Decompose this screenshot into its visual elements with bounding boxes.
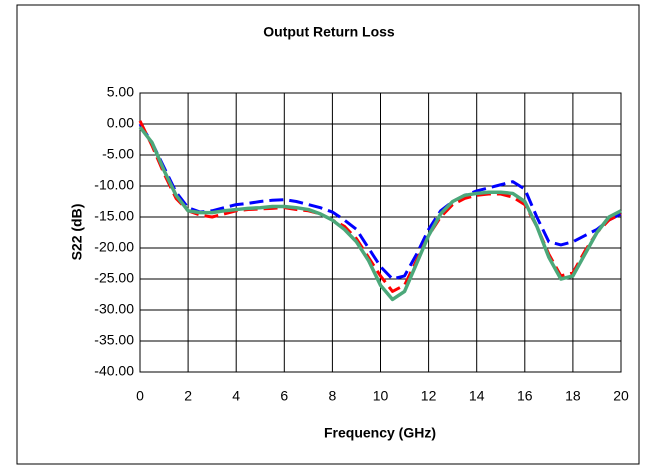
chart-title: Output Return Loss [263, 24, 395, 40]
chart-frame [16, 4, 640, 465]
y-tick-label: -20.00 [94, 239, 134, 255]
y-tick-label: -10.00 [94, 177, 134, 193]
x-tick-label: 8 [329, 388, 337, 404]
y-tick-label: -40.00 [94, 363, 134, 379]
y-tick-label: -35.00 [94, 332, 134, 348]
x-tick-label: 18 [565, 388, 581, 404]
series-line [138, 126, 622, 302]
y-axis-label: S22 (dB) [69, 204, 85, 261]
x-tick-label: 10 [373, 388, 389, 404]
x-tick-label: 16 [517, 388, 533, 404]
y-tick-label: -5.00 [102, 146, 134, 162]
y-tick-label: 0.00 [107, 115, 134, 131]
series-line [138, 123, 622, 281]
x-tick-label: 12 [421, 388, 437, 404]
x-tick-label: 6 [280, 388, 288, 404]
plot-area [139, 92, 622, 373]
y-tick-label: -30.00 [94, 301, 134, 317]
x-tick-label: 0 [136, 388, 144, 404]
x-axis-label: Frequency (GHz) [324, 425, 436, 441]
y-tick-label: -15.00 [94, 208, 134, 224]
y-tick-label: -25.00 [94, 270, 134, 286]
x-tick-label: 20 [613, 388, 629, 404]
x-tick-label: 14 [469, 388, 485, 404]
x-tick-label: 4 [232, 388, 240, 404]
y-tick-label: 5.00 [107, 84, 134, 100]
x-tick-label: 2 [184, 388, 192, 404]
